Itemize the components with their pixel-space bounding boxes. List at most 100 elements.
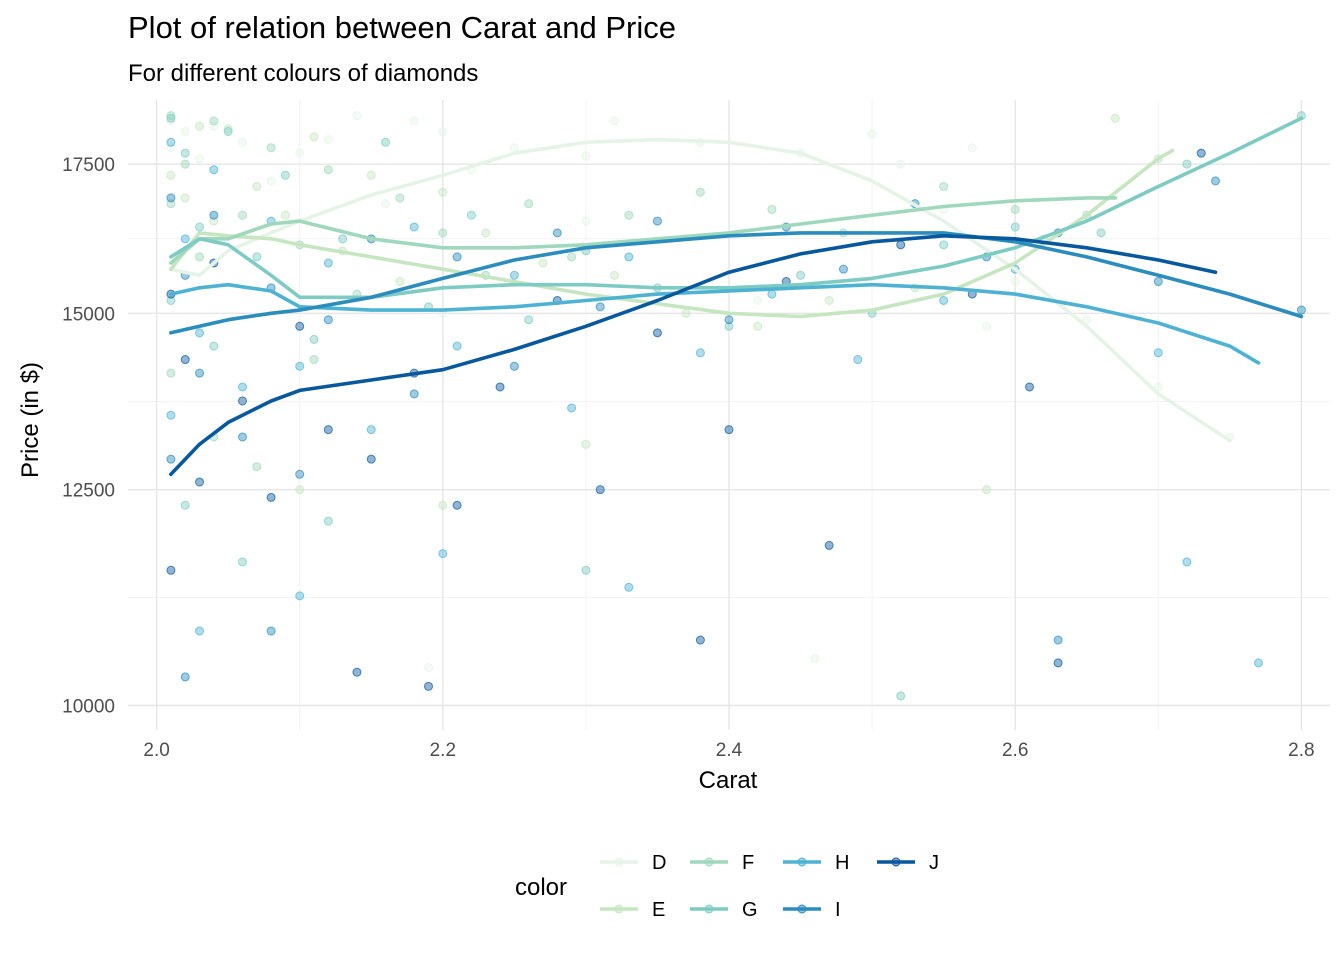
data-point-J — [724, 425, 734, 435]
data-point-H — [767, 289, 777, 299]
data-point-F — [209, 116, 219, 126]
data-point-G — [796, 270, 806, 280]
data-point-E — [610, 270, 620, 280]
data-point-E — [982, 485, 992, 495]
data-point-D — [896, 159, 906, 169]
x-tick-label: 2.8 — [1288, 740, 1314, 761]
legend-key-point-I — [797, 904, 807, 914]
data-point-F — [395, 193, 405, 203]
data-point-H — [438, 549, 448, 559]
data-point-G — [195, 222, 205, 232]
data-point-D — [982, 321, 992, 331]
data-point-F — [939, 182, 949, 192]
data-point-G — [180, 148, 190, 158]
data-point-G — [180, 500, 190, 510]
data-point-D — [753, 295, 763, 305]
data-point-D — [323, 135, 333, 145]
data-point-D — [509, 143, 519, 153]
data-point-I — [838, 264, 848, 274]
data-point-E — [280, 210, 290, 220]
data-point-E — [395, 277, 405, 287]
data-point-I — [1153, 277, 1163, 287]
data-point-J — [1025, 382, 1034, 392]
data-point-I — [295, 469, 305, 479]
data-point-E — [438, 187, 448, 197]
data-point-H — [323, 258, 333, 268]
data-point-J — [824, 540, 834, 550]
data-point-I — [1053, 635, 1063, 645]
series-line-J — [169, 234, 1218, 477]
legend: color D F H J E G I — [515, 852, 939, 921]
data-point-J — [1053, 658, 1063, 668]
data-point-H — [409, 222, 419, 232]
data-point-J — [323, 425, 333, 435]
data-point-F — [767, 204, 777, 214]
data-point-H — [195, 328, 205, 338]
data-point-D — [180, 127, 190, 137]
data-point-H — [452, 341, 462, 351]
data-point-G — [724, 321, 734, 331]
data-point-F — [323, 165, 333, 175]
data-point-H — [509, 270, 519, 280]
data-point-J — [266, 492, 276, 502]
data-point-F — [524, 199, 534, 209]
legend-label-H: H — [835, 852, 849, 874]
data-point-H — [166, 137, 176, 147]
data-point-I — [195, 368, 205, 378]
data-point-D — [581, 151, 591, 161]
data-point-E — [824, 295, 834, 305]
data-point-F — [266, 143, 276, 153]
data-point-H — [195, 626, 205, 636]
x-axis-label: Carat — [699, 767, 758, 794]
data-point-F — [695, 187, 705, 197]
data-point-G — [237, 557, 247, 567]
data-point-I — [724, 315, 734, 325]
data-point-J — [195, 477, 205, 487]
data-point-J — [652, 328, 662, 338]
legend-key-point-F — [704, 857, 714, 867]
data-point-J — [166, 565, 176, 575]
data-point-D — [1153, 382, 1163, 392]
data-point-G — [466, 210, 476, 220]
chart-title: Plot of relation between Carat and Price — [128, 10, 676, 45]
data-point-E — [438, 500, 448, 510]
data-point-E — [681, 308, 691, 318]
data-point-I — [166, 193, 176, 203]
legend-label-G: G — [742, 899, 758, 921]
data-point-D — [424, 663, 433, 673]
data-point-E — [1110, 113, 1120, 123]
data-point-I — [180, 672, 190, 682]
data-point-E — [538, 258, 548, 268]
grid-layer — [128, 100, 1330, 730]
chart-subtitle: For different colours of diamonds — [128, 60, 479, 87]
data-point-E — [295, 485, 305, 495]
data-point-F — [252, 462, 262, 472]
data-point-H — [624, 252, 634, 262]
data-point-G — [524, 315, 534, 325]
data-point-I — [209, 210, 219, 220]
data-point-E — [252, 182, 262, 192]
data-point-E — [481, 228, 491, 238]
data-point-E — [753, 321, 763, 331]
data-point-I — [1211, 176, 1221, 186]
legend-label-D: D — [652, 852, 666, 874]
data-point-G — [209, 341, 219, 351]
data-point-D — [967, 143, 977, 153]
legend-label-F: F — [742, 852, 754, 874]
data-point-H — [939, 295, 949, 305]
data-point-J — [495, 382, 505, 392]
data-point-J — [695, 635, 705, 645]
data-point-H — [209, 165, 219, 175]
data-point-F — [166, 368, 176, 378]
data-point-H — [166, 410, 176, 420]
data-point-F — [195, 252, 205, 262]
lines-layer — [169, 116, 1304, 477]
data-point-D — [581, 216, 591, 226]
data-point-H — [295, 361, 305, 371]
data-point-I — [266, 626, 276, 636]
data-point-D — [1010, 277, 1020, 287]
data-point-D — [438, 127, 448, 137]
data-point-G — [309, 334, 319, 344]
data-point-H — [624, 582, 634, 592]
data-point-H — [1153, 348, 1163, 358]
